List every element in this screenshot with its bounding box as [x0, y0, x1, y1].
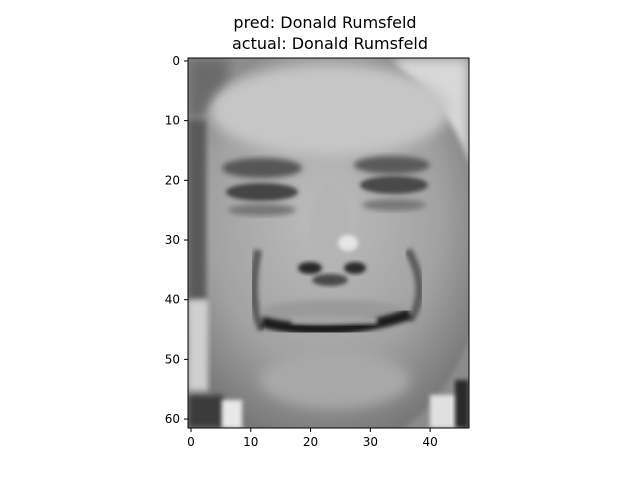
- y-tick-label: 20: [165, 173, 180, 187]
- plot-frame: [187, 57, 470, 429]
- chart-title-line-2: actual: Donald Rumsfeld: [232, 34, 428, 53]
- y-tick-label: 50: [165, 352, 180, 366]
- y-tick-label: 10: [165, 114, 180, 128]
- x-tick-label: 20: [303, 435, 318, 449]
- chart-title-line-1: pred: Donald Rumsfeld: [233, 13, 416, 32]
- y-tick-label: 0: [172, 54, 180, 68]
- x-tick-label: 0: [187, 435, 195, 449]
- y-tick-label: 60: [165, 412, 180, 426]
- x-tick-label: 40: [422, 435, 437, 449]
- y-tick-label: 40: [165, 293, 180, 307]
- y-axis-ticks: 0 10 20 30 40 50 60: [165, 54, 188, 426]
- y-tick-label: 30: [165, 233, 180, 247]
- face-image: [188, 58, 469, 428]
- x-tick-label: 30: [363, 435, 378, 449]
- x-tick-label: 10: [243, 435, 258, 449]
- x-axis-ticks: 0 10 20 30 40: [187, 428, 438, 449]
